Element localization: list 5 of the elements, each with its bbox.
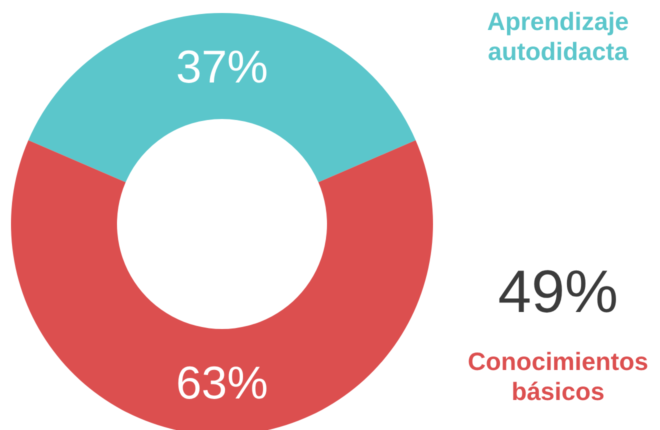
- text: 49%: [498, 258, 618, 325]
- slice-label: Aprendizaje autodidacta: [487, 8, 630, 66]
- data-label: 63%: [176, 356, 268, 409]
- slice-label: Conocimientos básicos: [468, 348, 648, 406]
- data-label: 37%: [176, 40, 268, 93]
